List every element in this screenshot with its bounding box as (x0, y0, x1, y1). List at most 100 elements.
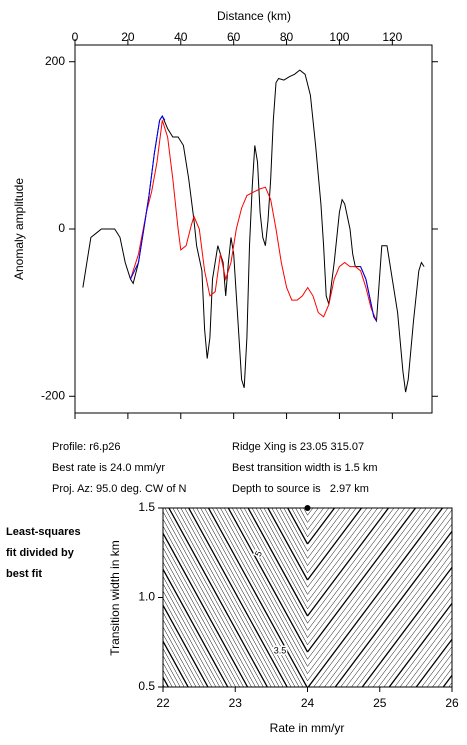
x-axis-title: Rate in mm/yr (270, 721, 345, 735)
side-note: Least-squares (6, 526, 81, 538)
contour-line (263, 508, 368, 588)
contour-line (295, 508, 325, 530)
info-text: Best transition width is 1.5 km (232, 462, 378, 474)
x-tick-label: 22 (156, 696, 170, 710)
contour-line (255, 508, 379, 602)
contour-line (251, 508, 384, 609)
x-tick-label: 20 (121, 30, 135, 44)
side-note: fit divided by (6, 547, 75, 559)
contour-line (163, 655, 181, 687)
info-text: Ridge Xing is 23.05 315.07 (232, 441, 364, 453)
contour-line (163, 647, 185, 687)
contour-line (224, 508, 422, 660)
contour-line (271, 508, 357, 573)
side-note: best fit (6, 568, 42, 580)
contour-line (168, 508, 452, 687)
x-tick-label: 120 (382, 30, 402, 44)
contour-line (163, 567, 452, 687)
contour-line (212, 508, 438, 681)
contour-line (303, 508, 314, 516)
contour-line (275, 508, 352, 566)
contour-line (163, 531, 452, 687)
contour-line (163, 518, 452, 687)
info-text: Profile: r6.p26 (52, 441, 120, 453)
info-text: Proj. Az: 95.0 deg. CW of N (52, 483, 187, 495)
contour-line (267, 508, 363, 581)
contour-line (283, 508, 341, 552)
contour-label: 3.5 (274, 645, 287, 655)
contour-line (180, 508, 452, 687)
plot-frame (74, 44, 433, 414)
y-tick-label: -200 (41, 388, 65, 402)
y-axis-title: Anomaly amplitude (12, 178, 26, 280)
contour-line (227, 508, 417, 653)
x-tick-label: 23 (229, 696, 243, 710)
contour-line (286, 508, 336, 545)
y-tick-label: 0.5 (138, 679, 155, 693)
contour-line (29, 506, 467, 689)
contour-line (243, 508, 395, 624)
x-tick-label: 24 (301, 696, 315, 710)
contour-line (13, 506, 467, 689)
contour-line (172, 508, 452, 687)
contour-lines (13, 506, 467, 689)
x-tick-label: 100 (329, 30, 349, 44)
data-line (82, 69, 425, 393)
contour-line (163, 597, 452, 687)
contour-line (184, 508, 452, 687)
x-tick-label: 0 (72, 30, 79, 44)
x-tick-label: 40 (174, 30, 188, 44)
contour-line (163, 583, 452, 687)
contour-line (163, 554, 452, 687)
contour-line (163, 639, 189, 687)
contour-line (164, 508, 452, 687)
contour-line (259, 508, 373, 595)
data-line (130, 115, 377, 322)
info-text: Depth to source is 2.97 km (232, 483, 369, 495)
contour-line (176, 508, 452, 687)
data-line (130, 120, 377, 322)
contour-line (163, 619, 201, 687)
contour-line (235, 508, 406, 638)
contour-line (207, 508, 444, 687)
contour-line (187, 508, 452, 687)
y-tick-label: 200 (45, 54, 65, 68)
contour-line (163, 511, 452, 687)
x-tick-label: 25 (373, 696, 387, 710)
y-tick-label: 1.0 (138, 590, 155, 604)
contour-line (291, 508, 330, 537)
y-tick-label: 0 (58, 221, 65, 235)
contour-line (163, 590, 452, 687)
contour-line (163, 611, 452, 687)
contour-line (163, 633, 193, 687)
contour-line (163, 626, 197, 687)
contour-line (196, 508, 452, 687)
contour-line (163, 539, 452, 687)
contour-line (163, 525, 452, 687)
x-axis-title: Distance (km) (217, 9, 291, 23)
contour-line (239, 508, 400, 631)
x-tick-label: 26 (445, 696, 459, 710)
contour-line (192, 508, 452, 687)
contour-line (200, 508, 452, 687)
contour-line (220, 508, 427, 667)
contour-line (231, 508, 411, 645)
contour-line (299, 508, 319, 523)
contour-line (21, 506, 467, 689)
x-tick-label: 80 (280, 30, 294, 44)
contour-line (163, 575, 452, 687)
contour-label: 5 (253, 549, 264, 558)
y-tick-label: 1.5 (138, 500, 155, 514)
info-text: Best rate is 24.0 mm/yr (52, 462, 165, 474)
contour-line (247, 508, 390, 617)
contour-line (163, 561, 452, 687)
best-fit-point (304, 505, 311, 511)
contour-line (163, 603, 452, 687)
contour-line (279, 508, 346, 559)
y-axis-title: Transition width in km (108, 540, 122, 656)
contour-line (216, 508, 433, 674)
contour-line (204, 508, 449, 687)
x-tick-label: 60 (227, 30, 241, 44)
contour-line (163, 547, 452, 687)
